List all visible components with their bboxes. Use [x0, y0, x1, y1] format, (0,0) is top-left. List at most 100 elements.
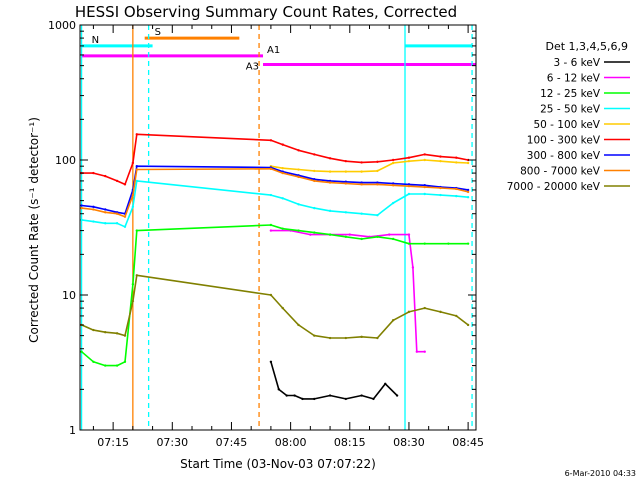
chart-title: HESSI Observing Summary Count Rates, Cor…: [75, 3, 457, 21]
series-6-point-0: [80, 204, 83, 207]
series-1-point-4: [348, 233, 351, 236]
legend-label-1: 6 - 12 keV: [547, 73, 601, 85]
series-4-point-5: [344, 170, 348, 173]
series-2-point-16: [407, 242, 411, 245]
series-3-point-6: [135, 179, 138, 183]
series-0-point-4: [301, 397, 304, 401]
series-2-point-18: [447, 242, 450, 245]
series-5-point-12: [344, 159, 348, 163]
x-tick-label-3: 08:00: [275, 436, 307, 449]
series-3-point-19: [455, 194, 458, 198]
series-7-point-20: [466, 190, 470, 194]
legend-label-6: 300 - 800 keV: [527, 150, 601, 162]
series-3-point-9: [297, 203, 300, 206]
series-line-2: [81, 224, 469, 367]
series-3-point-5: [131, 205, 135, 209]
series-7-point-4: [123, 215, 127, 218]
series-3-point-2: [104, 222, 107, 225]
series-0-point-0: [269, 360, 273, 364]
series-8-point-11: [328, 336, 332, 340]
series-5-point-16: [407, 156, 411, 159]
series-7-point-16: [407, 184, 411, 188]
series-6-point-10: [313, 178, 316, 181]
series-8-point-13: [360, 335, 363, 339]
series-2-point-15: [391, 237, 395, 241]
series-3-point-10: [313, 206, 316, 210]
series-6-point-16: [407, 183, 411, 186]
series-8-point-2: [104, 331, 107, 334]
series-2-point-5: [131, 283, 135, 286]
series-4-point-4: [328, 170, 332, 173]
series-4-point-6: [360, 170, 363, 173]
y-tick-label-1: 10: [62, 289, 76, 302]
y-axis-label: Corrected Count Rate (s⁻¹ detector⁻¹): [27, 117, 41, 343]
series-1-point-10: [423, 350, 426, 353]
series-8-point-7: [269, 293, 273, 297]
series-8-point-18: [439, 310, 442, 314]
series-0-point-10: [384, 382, 387, 385]
series-6-point-13: [360, 181, 363, 184]
series-0-point-9: [372, 397, 375, 401]
series-2-point-13: [360, 237, 363, 241]
series-4-point-12: [455, 161, 458, 164]
series-6-point-17: [423, 184, 426, 187]
series-7-point-3: [115, 212, 119, 215]
series-6-point-1: [92, 205, 95, 209]
series-2-point-2: [104, 364, 107, 367]
x-tick-label-4: 08:15: [334, 436, 366, 449]
series-2-point-8: [281, 227, 284, 230]
series-7-point-13: [360, 183, 363, 186]
series-3-point-13: [360, 212, 363, 215]
series-7-point-18: [439, 186, 442, 190]
series-1-point-9: [415, 350, 419, 353]
series-0-point-1: [277, 388, 280, 391]
series-5-point-1: [92, 171, 95, 175]
series-2-point-1: [92, 360, 95, 364]
series-0-point-11: [395, 394, 399, 397]
series-2-point-9: [297, 229, 300, 232]
series-7-point-5: [131, 193, 135, 197]
legend-label-5: 100 - 300 keV: [527, 135, 601, 147]
series-2-point-3: [115, 364, 119, 367]
annotation-label-n: N: [92, 35, 99, 46]
x-tick-label-5: 08:30: [393, 436, 425, 449]
series-7-point-17: [423, 185, 426, 189]
series-8-point-8: [281, 306, 284, 310]
annotation-label-a1: A1: [267, 45, 280, 56]
series-8-point-12: [344, 336, 348, 340]
series-3-point-8: [281, 197, 284, 200]
plot-frame: [79, 24, 477, 431]
series-1-point-2: [309, 233, 312, 236]
series-3-point-16: [407, 192, 411, 196]
series-8-point-9: [297, 323, 300, 327]
series-5-point-19: [455, 156, 458, 159]
series-0-point-5: [313, 397, 316, 401]
timestamp: 6-Mar-2010 04:33: [565, 469, 636, 478]
series-8-point-10: [313, 334, 316, 337]
series-0-point-3: [293, 394, 296, 397]
series-8-point-20: [466, 323, 470, 327]
series-7-point-6: [135, 168, 138, 171]
series-3-point-1: [92, 220, 95, 223]
series-3-point-20: [466, 196, 470, 199]
series-5-point-17: [423, 153, 426, 156]
series-8-point-14: [376, 336, 379, 340]
legend-label-3: 25 - 50 keV: [540, 104, 601, 116]
series-1-point-8: [411, 266, 415, 269]
series-6-point-6: [135, 164, 138, 168]
series-6-point-12: [344, 180, 348, 183]
series-2-point-6: [135, 229, 138, 232]
series-7-point-19: [455, 187, 458, 191]
series-7-point-9: [297, 175, 300, 179]
series-5-point-11: [328, 157, 332, 160]
series-6-point-15: [391, 182, 395, 185]
series-4-point-3: [313, 169, 316, 173]
series-2-point-11: [328, 233, 332, 236]
x-tick-label-6: 08:45: [452, 436, 484, 449]
series-4-point-7: [376, 169, 379, 173]
series-4-point-1: [281, 166, 284, 170]
series-0-point-7: [344, 397, 348, 401]
series-1-point-0: [269, 229, 273, 232]
series-3-point-12: [344, 211, 348, 214]
series-7-point-1: [92, 208, 95, 211]
